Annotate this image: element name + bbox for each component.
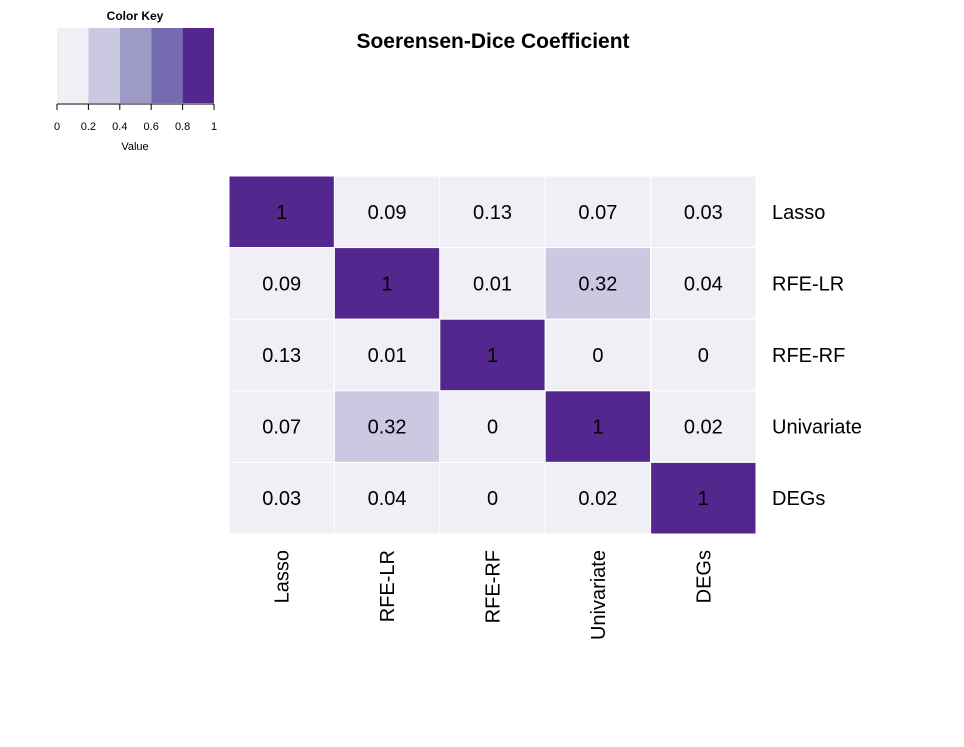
heatmap-cell xyxy=(544,318,652,392)
heatmap-cell xyxy=(439,390,546,463)
heatmap-cell xyxy=(333,247,441,320)
heatmap-cell-label: 0.03 xyxy=(684,202,723,224)
color-key-swatch xyxy=(119,28,152,103)
color-key-tick-label: 0 xyxy=(54,121,60,133)
heatmap-cell-label: 0.09 xyxy=(262,273,301,295)
heatmap-cell-label: 0.07 xyxy=(578,202,617,224)
color-key: Color Key 0 0.2 0.4 0.6 0.8 1 Value xyxy=(54,9,217,153)
color-key-swatch xyxy=(57,28,89,103)
color-key-swatch xyxy=(151,28,183,103)
heatmap-cell xyxy=(333,461,441,535)
heatmap-cell-label: 0.13 xyxy=(262,345,301,367)
color-key-tick-label: 0.2 xyxy=(81,121,96,133)
heatmap-cell-label: 0.02 xyxy=(578,488,617,510)
heatmap-cell-label: 0.01 xyxy=(368,345,407,367)
heatmap-cell xyxy=(650,318,757,392)
column-label: Lasso xyxy=(272,550,294,603)
heatmap-cell-label: 1 xyxy=(487,345,498,367)
color-key-title: Color Key xyxy=(107,9,164,23)
heatmap-cell xyxy=(228,175,335,249)
chart-title: Soerensen-Dice Coefficient xyxy=(356,30,629,53)
heatmap-cell xyxy=(228,461,335,535)
heatmap-cell xyxy=(650,390,757,463)
heatmap-cell-label: 0.07 xyxy=(262,417,301,439)
heatmap-cell xyxy=(228,390,335,463)
heatmap-cell-label: 1 xyxy=(592,417,603,439)
heatmap-cell xyxy=(333,175,441,249)
heatmap-cell xyxy=(650,175,757,249)
color-key-swatch xyxy=(182,28,214,103)
heatmap-cell xyxy=(544,461,652,535)
heatmap-cell-label: 1 xyxy=(276,202,287,224)
row-labels: Lasso RFE-LR RFE-RF Univariate DEGs xyxy=(772,202,862,510)
heatmap-cell xyxy=(544,390,652,463)
row-label: RFE-LR xyxy=(772,273,844,295)
heatmap-cell-labels: 1 0.09 0.13 0.07 0.03 0.09 1 0.01 0.32 0.04 0.13 0.… xyxy=(262,202,723,510)
color-key-tick-label: 0.8 xyxy=(175,121,190,133)
row-label: RFE-RF xyxy=(772,345,845,367)
row-label: DEGs xyxy=(772,488,825,510)
heatmap-cell xyxy=(333,390,441,463)
heatmap-cells xyxy=(228,175,757,535)
column-label: DEGs xyxy=(693,550,715,603)
heatmap-cell xyxy=(228,247,335,320)
heatmap-cell xyxy=(228,318,335,392)
row-label: Lasso xyxy=(772,202,825,224)
heatmap-cell xyxy=(439,175,546,249)
heatmap-cell-label: 1 xyxy=(698,488,709,510)
heatmap-cell-label: 0.32 xyxy=(578,273,617,295)
heatmap-cell-label: 0.04 xyxy=(368,488,407,510)
heatmap-cell-label: 0 xyxy=(487,417,498,439)
heatmap-cell xyxy=(544,175,652,249)
heatmap-cell-label: 0.01 xyxy=(473,273,512,295)
heatmap-cell xyxy=(439,461,546,535)
color-key-ticks: 0 0.2 0.4 0.6 0.8 1 xyxy=(54,104,217,133)
column-label: RFE-RF xyxy=(483,550,505,623)
heatmap-cell-label: 0.04 xyxy=(684,273,723,295)
heatmap-cell-label: 0 xyxy=(698,345,709,367)
heatmap-cell xyxy=(650,461,757,535)
column-labels: Lasso RFE-LR RFE-RF Univariate DEGs xyxy=(272,550,716,640)
color-key-tick-label: 0.6 xyxy=(144,121,159,133)
heatmap-cell-label: 1 xyxy=(382,273,393,295)
color-key-swatch xyxy=(88,28,120,103)
heatmap-cell-label: 0 xyxy=(487,488,498,510)
color-key-swatches xyxy=(57,28,214,103)
heatmap-cell-label: 0.13 xyxy=(473,202,512,224)
heatmap-cell-label: 0 xyxy=(592,345,603,367)
heatmap-cell-label: 0.03 xyxy=(262,488,301,510)
color-key-tick-label: 0.4 xyxy=(112,121,127,133)
heatmap-cell-label: 0.02 xyxy=(684,417,723,439)
color-key-xlabel: Value xyxy=(121,141,148,153)
color-key-tick-label: 1 xyxy=(211,121,217,133)
heatmap-cell xyxy=(650,247,757,320)
heatmap-cell-label: 0.09 xyxy=(368,202,407,224)
column-label: Univariate xyxy=(588,550,610,640)
column-label: RFE-LR xyxy=(377,550,399,622)
heatmap-cell-label: 0.32 xyxy=(368,417,407,439)
row-label: Univariate xyxy=(772,417,862,439)
